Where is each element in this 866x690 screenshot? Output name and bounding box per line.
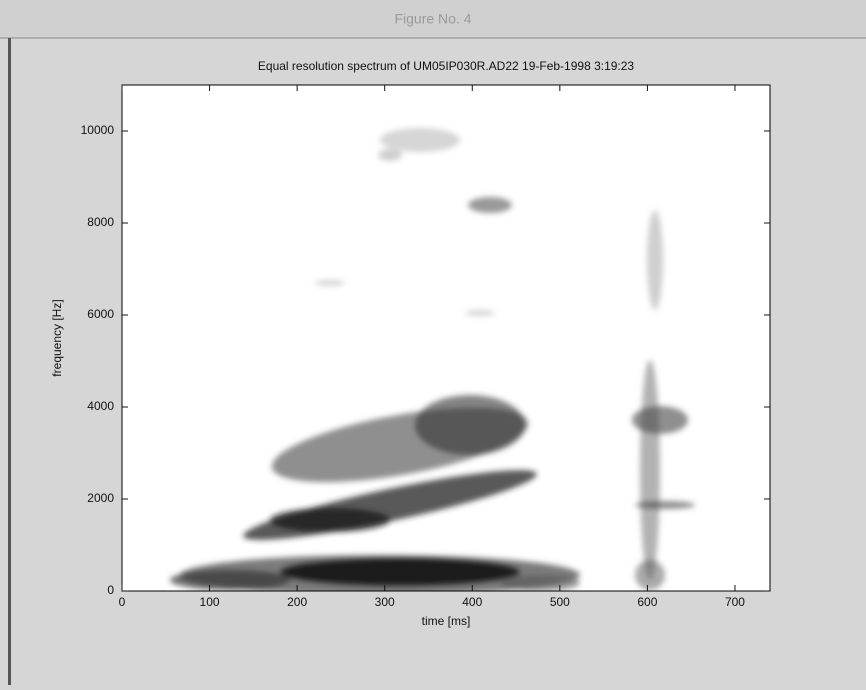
x-axis-label: time [ms] bbox=[422, 614, 471, 628]
window-left-edge bbox=[8, 38, 11, 685]
spectrogram-image bbox=[170, 128, 695, 591]
y-tick-label: 8000 bbox=[87, 215, 114, 229]
x-tick-label: 600 bbox=[637, 595, 657, 609]
x-tick-label: 0 bbox=[119, 595, 126, 609]
x-tick-label: 400 bbox=[462, 595, 482, 609]
y-tick-label: 0 bbox=[107, 583, 114, 597]
x-tick-label: 700 bbox=[725, 595, 745, 609]
x-tick-label: 300 bbox=[375, 595, 395, 609]
y-tick-label: 6000 bbox=[87, 307, 114, 321]
y-tick-label: 2000 bbox=[87, 491, 114, 505]
axes-box bbox=[121, 84, 771, 592]
y-tick-label: 10000 bbox=[81, 123, 115, 137]
x-tick-label: 500 bbox=[550, 595, 570, 609]
x-tick-label: 200 bbox=[287, 595, 307, 609]
title-bar bbox=[0, 0, 866, 38]
y-tick-label: 4000 bbox=[87, 399, 114, 413]
chart-title: Equal resolution spectrum of UM05IP030R.… bbox=[258, 59, 635, 73]
x-tick-label: 100 bbox=[200, 595, 220, 609]
plot-area bbox=[122, 85, 770, 591]
y-axis-label: frequency [Hz] bbox=[50, 299, 64, 376]
window-title: Figure No. 4 bbox=[394, 11, 471, 27]
